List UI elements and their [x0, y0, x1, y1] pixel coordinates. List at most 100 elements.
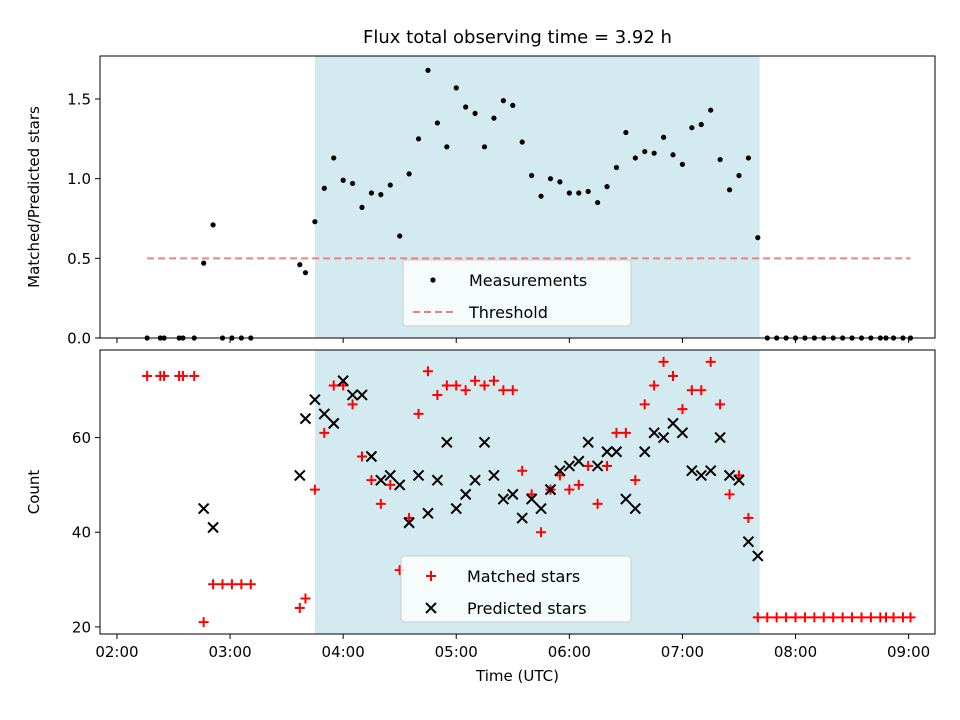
data-point	[470, 375, 481, 386]
legend-box	[402, 259, 632, 327]
data-point	[366, 475, 377, 486]
data-point	[733, 474, 745, 486]
legend-marker	[425, 602, 437, 614]
data-point	[708, 107, 714, 113]
data-point	[658, 356, 669, 367]
data-point	[667, 417, 679, 430]
data-point	[790, 612, 801, 623]
x-tick-label: 09:00	[887, 643, 930, 661]
data-point	[208, 579, 219, 590]
data-point	[611, 427, 622, 438]
data-point	[519, 139, 525, 145]
data-point	[604, 184, 610, 190]
data-point	[544, 483, 557, 496]
data-point	[444, 144, 450, 150]
y-tick-label: 1.5	[67, 91, 91, 109]
data-point	[346, 389, 359, 401]
data-point	[319, 427, 330, 438]
x-tick-label: 05:00	[435, 643, 478, 661]
data-point	[297, 262, 303, 268]
data-point	[905, 612, 916, 623]
data-point	[642, 148, 648, 155]
data-point	[300, 593, 311, 604]
matched-predicted-ratio-panel: 0.0 0.5 1.0 1.5 Matched/Predicted stars Flux …	[25, 27, 936, 348]
data-point	[384, 469, 396, 482]
x-tick-label: 04:00	[322, 643, 365, 661]
data-point	[375, 498, 386, 509]
data-point	[460, 385, 471, 396]
data-point	[563, 460, 576, 472]
data-point	[356, 389, 368, 401]
data-point	[393, 479, 406, 491]
data-point	[517, 465, 528, 476]
data-point	[639, 446, 651, 458]
data-point	[585, 188, 591, 195]
data-point	[328, 380, 339, 391]
data-point	[620, 427, 631, 438]
data-point	[472, 110, 478, 116]
data-point	[431, 474, 444, 486]
data-point	[714, 431, 726, 444]
data-point	[481, 144, 488, 150]
legend: Matched stars Predicted stars	[400, 555, 632, 623]
data-point	[328, 417, 340, 430]
data-point	[888, 612, 899, 623]
data-point	[507, 385, 518, 396]
data-point	[510, 102, 516, 108]
data-point	[592, 498, 603, 509]
y-tick-label: 40	[72, 524, 91, 542]
legend-label: Matched stars	[467, 567, 580, 586]
data-point	[378, 192, 384, 198]
data-point	[375, 474, 387, 486]
data-point	[677, 404, 688, 415]
axes-frame	[99, 55, 936, 339]
data-point	[595, 199, 601, 206]
series-matched-stars	[142, 356, 916, 628]
data-point	[602, 460, 613, 471]
data-point	[724, 489, 735, 500]
data-point	[632, 155, 638, 161]
y-tick-label: 1.0	[67, 170, 91, 188]
data-point	[582, 436, 594, 449]
data-point	[497, 493, 510, 505]
data-point	[318, 408, 331, 420]
data-point	[856, 612, 867, 623]
data-point	[488, 375, 499, 386]
series-predicted-stars	[197, 375, 764, 562]
data-point	[217, 579, 228, 590]
data-point	[743, 513, 754, 524]
data-point	[415, 136, 422, 142]
data-point	[660, 134, 667, 140]
y-tick-label: 60	[72, 429, 91, 447]
data-point	[413, 408, 424, 419]
data-point	[705, 356, 716, 367]
data-point	[557, 179, 563, 185]
data-point	[837, 612, 848, 623]
data-point	[610, 446, 623, 458]
data-point	[397, 233, 403, 239]
data-point	[698, 121, 704, 128]
data-point	[745, 155, 751, 161]
data-point	[365, 450, 378, 463]
data-point	[159, 371, 170, 382]
data-point	[245, 579, 256, 590]
data-point	[651, 150, 657, 156]
x-axis-label: Time (UTC)	[475, 667, 559, 685]
data-point	[715, 399, 726, 410]
data-point	[649, 380, 660, 391]
data-point	[809, 612, 820, 623]
data-point	[726, 187, 733, 193]
legend-label: Predicted stars	[467, 599, 587, 618]
data-point	[236, 579, 247, 590]
data-point	[142, 371, 153, 382]
data-point	[529, 172, 535, 179]
y-tick-label: 0.0	[67, 330, 91, 348]
data-point	[450, 502, 462, 515]
data-point	[695, 469, 707, 482]
data-point	[525, 493, 538, 505]
data-point	[554, 464, 566, 477]
data-point	[425, 67, 431, 73]
data-point	[536, 527, 547, 538]
data-point	[299, 412, 312, 425]
